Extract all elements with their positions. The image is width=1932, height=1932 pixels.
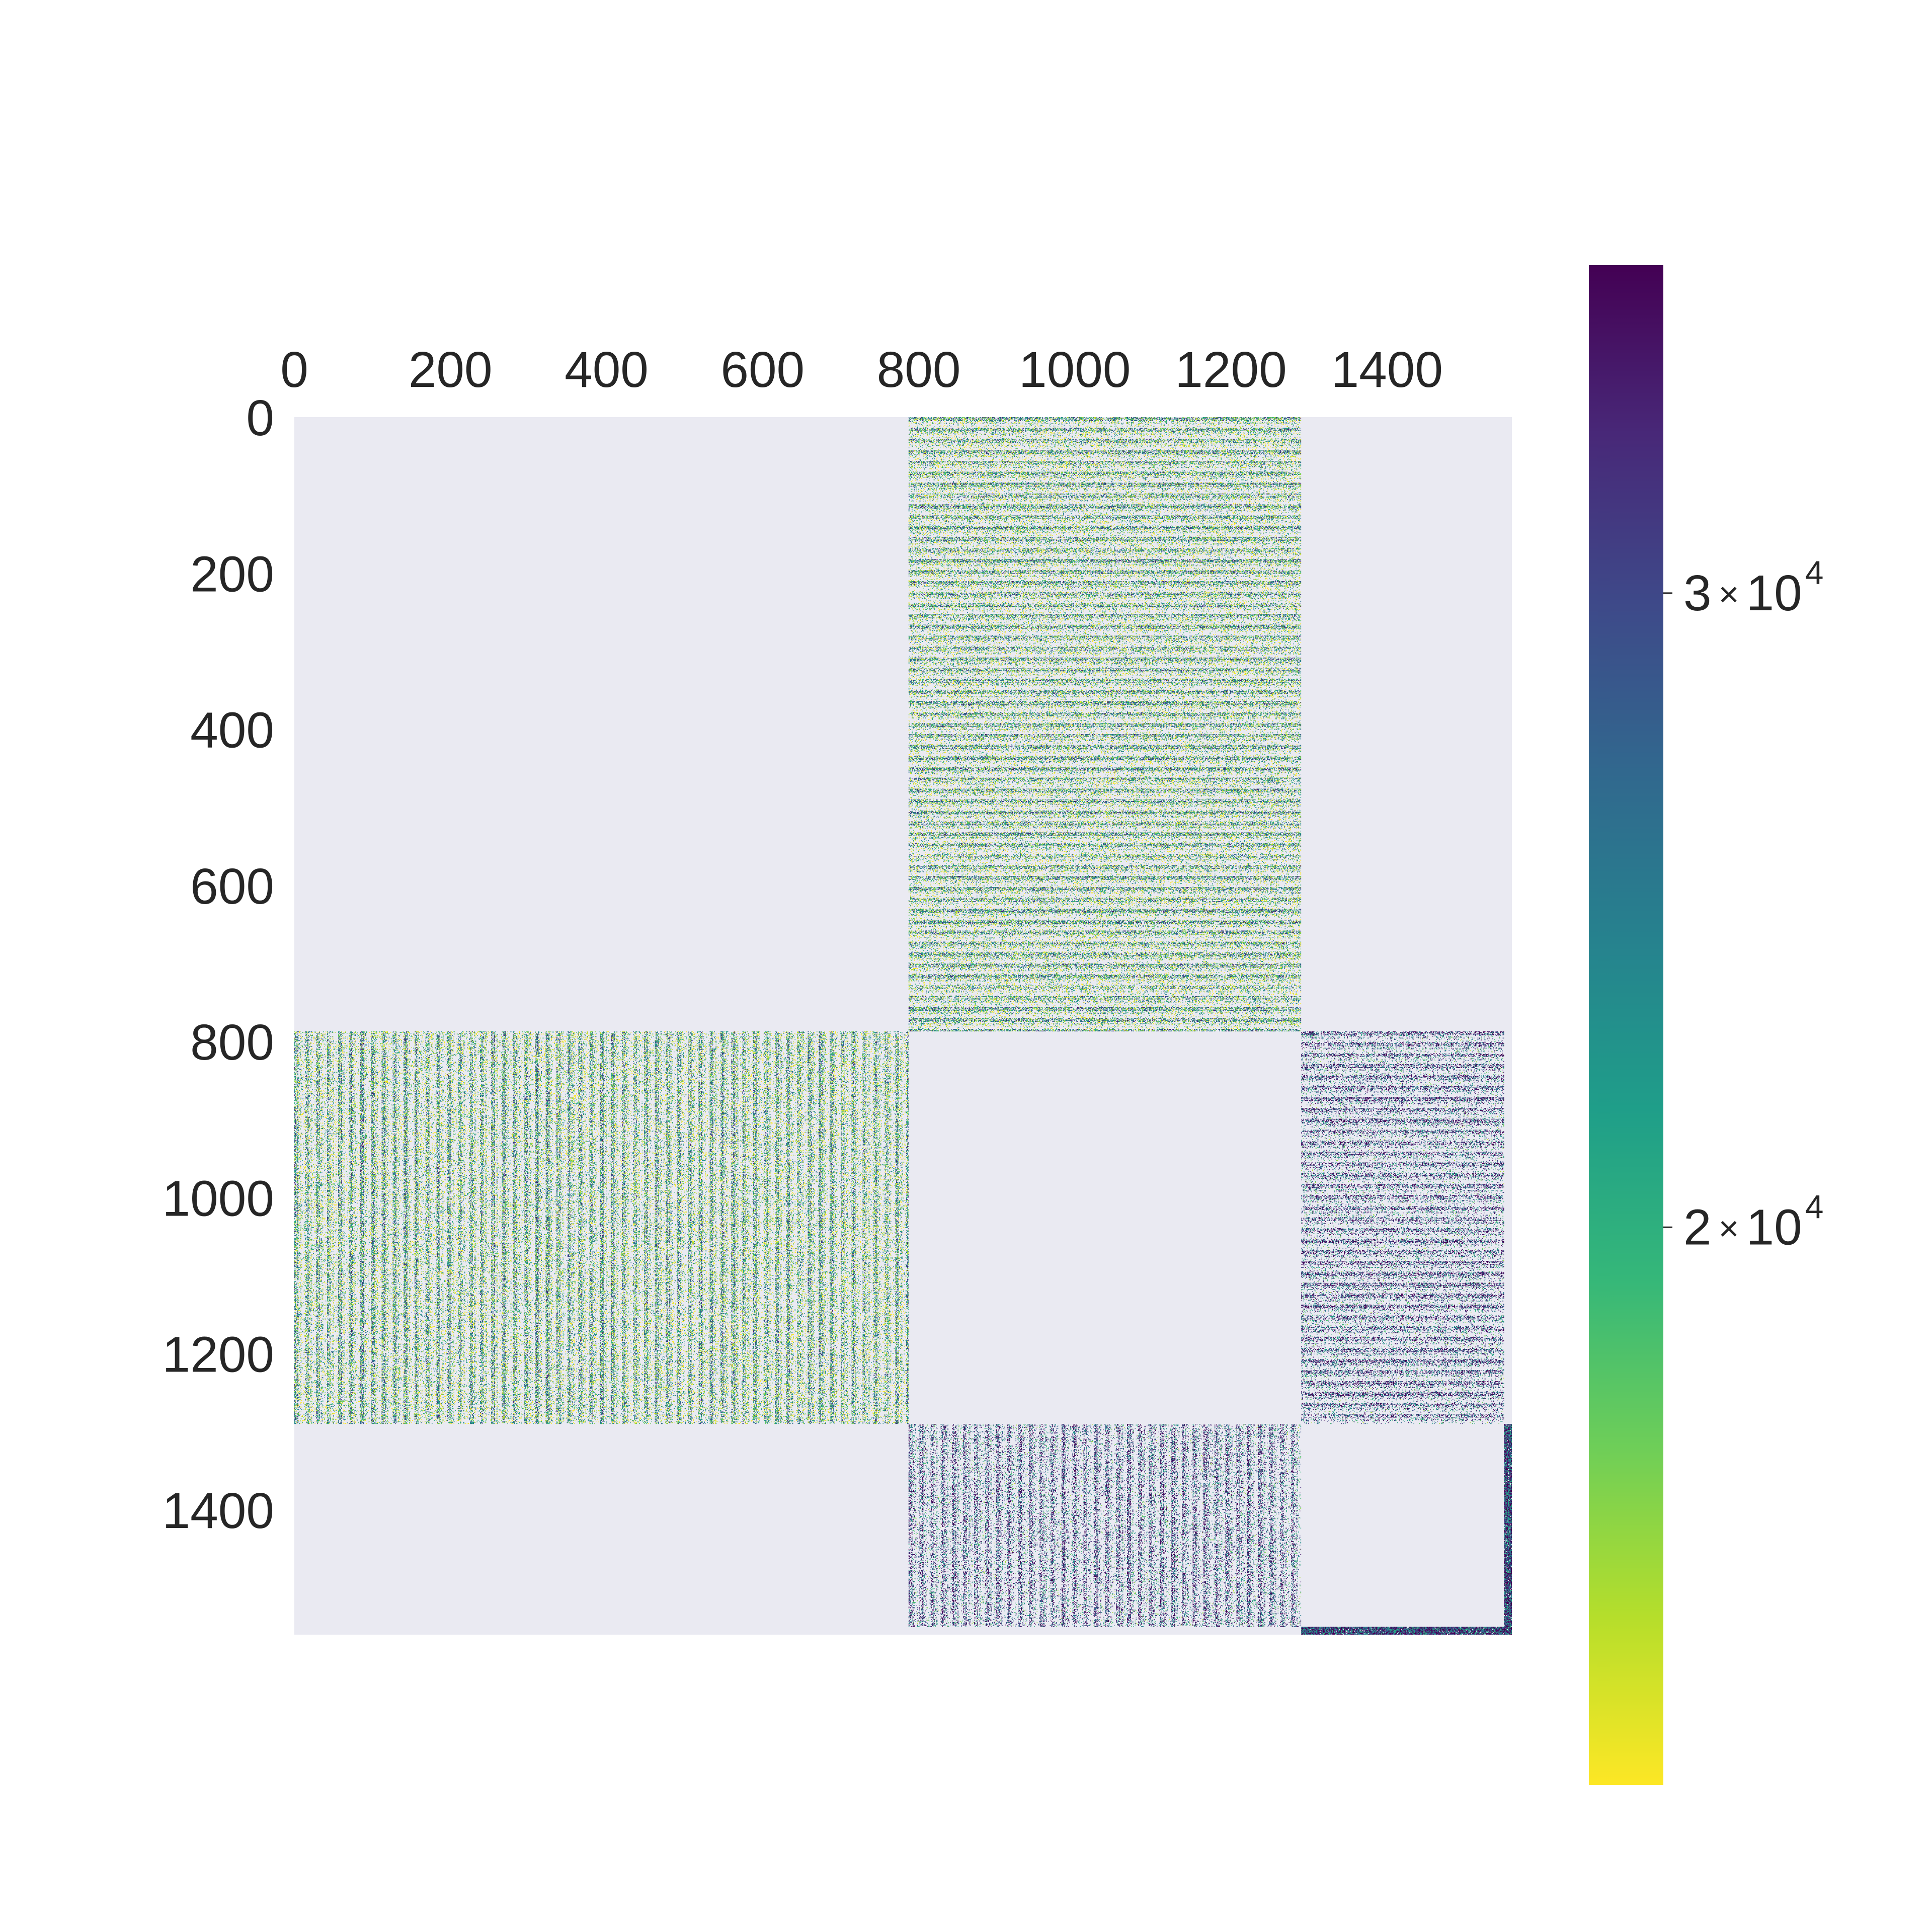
heatmap-block-4 — [908, 1424, 1302, 1627]
y-tick-label: 800 — [190, 1014, 274, 1071]
x-tick-label: 1400 — [1331, 342, 1443, 398]
colorbar-tick-label: 3 × 104 — [1663, 554, 1823, 621]
heatmap-plot-area — [294, 417, 1512, 1635]
y-tick-label: 1000 — [163, 1170, 274, 1227]
heatmap-blocks — [294, 417, 1512, 1635]
y-tick-label: 400 — [190, 702, 274, 759]
y-tick-label: 1200 — [163, 1327, 274, 1383]
x-tick-label: 800 — [877, 342, 961, 398]
y-tick-labels: 0 200 400 600 800 1000 1200 1400 — [163, 390, 274, 1539]
x-tick-label: 1000 — [1019, 342, 1131, 398]
x-tick-label: 200 — [409, 342, 493, 398]
y-tick-label: 600 — [190, 858, 274, 915]
heatmap-block-6 — [1301, 1627, 1512, 1635]
x-tick-label: 1200 — [1175, 342, 1286, 398]
colorbar-tick-label: 2 × 104 — [1663, 1188, 1823, 1255]
x-tick-labels: 0 200 400 600 800 1000 1200 1400 — [280, 342, 1443, 398]
heatmap-block-2 — [294, 1031, 909, 1424]
svg-text:3×104: 3 × 104 — [1683, 554, 1823, 621]
heatmap-block-1 — [908, 417, 1302, 1031]
x-tick-label: 0 — [280, 342, 308, 398]
svg-text:2×104: 2 × 104 — [1683, 1188, 1823, 1255]
y-tick-label: 200 — [190, 546, 274, 602]
x-tick-label: 600 — [720, 342, 804, 398]
x-tick-label: 400 — [565, 342, 649, 398]
y-tick-label: 0 — [246, 390, 274, 446]
heatmap-background — [294, 417, 1512, 1635]
y-tick-label: 1400 — [163, 1483, 274, 1539]
colorbar — [1589, 265, 1663, 1785]
heatmap-block-3 — [1301, 1031, 1504, 1424]
heatmap-block-5 — [1504, 1424, 1512, 1627]
colorbar-tick-labels: 3 × 104 2 × 104 — [1663, 554, 1823, 1255]
